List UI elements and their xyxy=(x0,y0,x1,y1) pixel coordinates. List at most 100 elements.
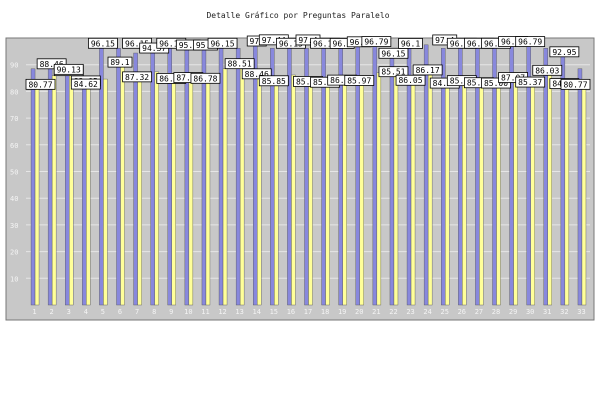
value-label-box xyxy=(88,37,118,49)
value-label-box xyxy=(361,36,392,47)
y-tick-label: 50 xyxy=(10,169,18,177)
x-tick-label: 6 xyxy=(118,308,122,316)
x-tick-label: 19 xyxy=(338,308,346,316)
bar-series-1-13 xyxy=(235,48,241,306)
bar-series-2-20 xyxy=(359,75,364,306)
value-label: 89.1 xyxy=(110,58,129,67)
value-label: 86.10 xyxy=(330,76,354,85)
x-tick-label: 31 xyxy=(543,308,551,316)
bar-series-2-23 xyxy=(410,75,416,306)
x-tick-label: 16 xyxy=(287,308,295,316)
bar-series-2-15 xyxy=(274,75,279,306)
bar-series-1-33 xyxy=(577,68,583,306)
x-tick-label: 26 xyxy=(458,308,466,316)
value-label-box xyxy=(107,56,133,68)
value-label: 85.51 xyxy=(381,68,405,77)
value-label: 84.62 xyxy=(74,80,98,89)
value-label-box xyxy=(190,72,221,84)
value-label: 96.15 xyxy=(159,39,183,48)
value-label: 87.32 xyxy=(125,73,149,82)
value-label: 96.15 xyxy=(484,39,508,48)
value-label-box xyxy=(53,63,84,75)
x-tick-label: 8 xyxy=(152,308,156,316)
value-label: 92.95 xyxy=(552,48,576,57)
value-label: 86.78 xyxy=(193,74,217,83)
x-tick-label: 24 xyxy=(423,308,431,316)
value-label: 95.5 xyxy=(179,41,198,50)
y-tick-label: 40 xyxy=(10,195,18,203)
bar-series-1-3 xyxy=(65,64,70,306)
bar-series-1-10 xyxy=(184,48,190,306)
value-label-box xyxy=(515,76,546,88)
value-label: 96.79 xyxy=(518,38,542,47)
value-label-box xyxy=(25,78,56,90)
value-label-box xyxy=(398,38,423,49)
bar-series-2-28 xyxy=(496,77,501,306)
value-label-box xyxy=(207,37,238,49)
x-tick-label: 3 xyxy=(67,308,71,316)
value-label: 96.1 xyxy=(333,39,352,48)
value-label: 85.60 xyxy=(296,77,320,86)
value-label-box xyxy=(241,68,272,80)
x-tick-label: 33 xyxy=(577,308,585,316)
value-label: 85.90 xyxy=(450,77,474,86)
bar-series-1-22 xyxy=(389,48,395,306)
value-label: 88.46 xyxy=(245,70,269,79)
bar-series-2-10 xyxy=(188,72,194,306)
x-tick-label: 1 xyxy=(32,308,36,316)
value-label: 97.44 xyxy=(262,36,286,45)
value-label: 80.77 xyxy=(563,80,587,89)
x-axis-ticks: 1 2 3 4 5 6 7 8 9 10 11 12 13 14 15 16 17 18 19 20 21 22 23 24 2… xyxy=(32,308,585,316)
bar-series-1-23 xyxy=(406,48,412,306)
value-label-box xyxy=(258,75,289,87)
bar-series-2-21 xyxy=(376,72,382,306)
bar-series-1-15 xyxy=(270,48,275,306)
bar-series-2-8 xyxy=(154,71,159,306)
x-tick-label: 17 xyxy=(304,308,312,316)
x-tick-label: 13 xyxy=(235,308,243,316)
bar-series-2-25 xyxy=(445,77,450,306)
value-label-box xyxy=(549,46,580,58)
x-tick-label: 11 xyxy=(201,308,209,316)
x-tick-label: 32 xyxy=(560,308,568,316)
value-label-box xyxy=(36,58,67,70)
x-tick-label: 21 xyxy=(372,308,380,316)
value-label: 96.15 xyxy=(467,39,491,48)
value-label: 87.04 xyxy=(176,74,200,83)
bar-series-1-1 xyxy=(30,68,36,306)
value-label-box xyxy=(122,71,152,83)
value-label: 85.37 xyxy=(518,78,542,87)
value-label: 96.15 xyxy=(210,39,234,48)
bar-series-2-31 xyxy=(547,75,552,306)
bar-series-2-11 xyxy=(205,73,211,306)
value-label: 90.13 xyxy=(57,65,81,74)
bar-series-2-5 xyxy=(103,78,108,306)
bar-series-2-22 xyxy=(393,73,399,306)
x-tick-label: 5 xyxy=(101,308,105,316)
bar-series-1-4 xyxy=(82,78,87,306)
x-tick-label: 28 xyxy=(492,308,500,316)
x-tick-label: 22 xyxy=(389,308,397,316)
bar-series-1-6 xyxy=(116,48,121,306)
y-tick-label: 60 xyxy=(10,142,18,150)
value-label: 94.37 xyxy=(142,44,166,53)
value-label: 86.74 xyxy=(159,74,183,83)
y-tick-label: 20 xyxy=(10,249,18,257)
bar-series-2-3 xyxy=(69,75,74,306)
value-label: 96.15 xyxy=(125,39,149,48)
value-labels: 80.7788.4685.9090.1382.0584.6296.1589.19… xyxy=(25,34,591,90)
value-label-box xyxy=(532,64,563,76)
value-label: 96.15 xyxy=(381,49,405,58)
bar-series-2-13 xyxy=(239,68,245,306)
value-label-box xyxy=(378,47,409,59)
bar-series-2-27 xyxy=(479,77,484,306)
value-label-box xyxy=(560,78,591,90)
value-label-box xyxy=(481,77,511,89)
bar-series-1-9 xyxy=(167,48,172,306)
x-tick-label: 9 xyxy=(169,308,173,316)
value-label: 88.46 xyxy=(40,60,64,69)
bar-series-2-32 xyxy=(564,78,570,306)
value-label-box xyxy=(412,64,443,76)
bar-series-2-12 xyxy=(222,68,228,306)
